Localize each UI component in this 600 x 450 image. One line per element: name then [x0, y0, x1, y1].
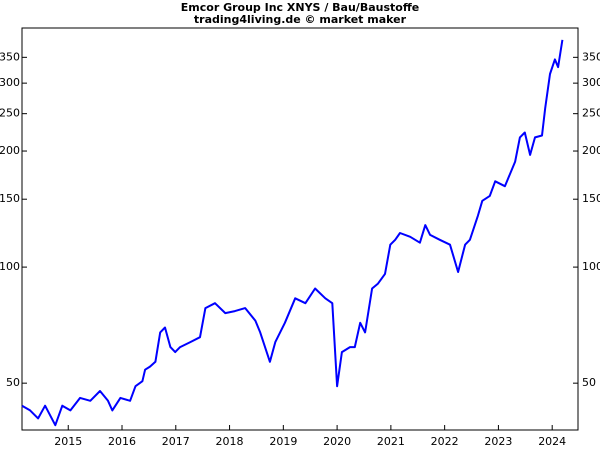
y-tick-label: 200 [0, 144, 20, 157]
x-tick-label: 2022 [431, 435, 459, 448]
y-tick-label: 150 [0, 192, 20, 205]
x-tick-label: 2016 [108, 435, 136, 448]
y-tick-label: 300 [0, 76, 20, 89]
price-line [21, 39, 564, 427]
x-tick-label: 2019 [269, 435, 297, 448]
y-tick-label: 250 [0, 107, 20, 120]
y-tick-label: 350 [0, 50, 20, 63]
y-tick-label-right: 150 [582, 192, 600, 205]
y-tick-label-right: 200 [582, 144, 600, 157]
chart-title: Emcor Group Inc XNYS / Bau/Baustoffe [181, 1, 419, 14]
y-tick-label: 50 [6, 376, 20, 389]
y-tick-label-right: 350 [582, 50, 600, 63]
x-tick-label: 2021 [377, 435, 405, 448]
x-tick-label: 2018 [216, 435, 244, 448]
y-tick-label-right: 100 [582, 260, 600, 273]
plot-frame [21, 27, 579, 431]
x-tick-label: 2024 [538, 435, 566, 448]
chart-subtitle: trading4living.de © market maker [194, 13, 407, 26]
x-tick-label: 2020 [323, 435, 351, 448]
y-tick-label-right: 50 [582, 376, 596, 389]
y-tick-label-right: 300 [582, 76, 600, 89]
x-tick-label: 2017 [162, 435, 190, 448]
y-tick-label-right: 250 [582, 107, 600, 120]
x-tick-label: 2023 [484, 435, 512, 448]
x-tick-label: 2015 [54, 435, 82, 448]
y-tick-label: 100 [0, 260, 20, 273]
